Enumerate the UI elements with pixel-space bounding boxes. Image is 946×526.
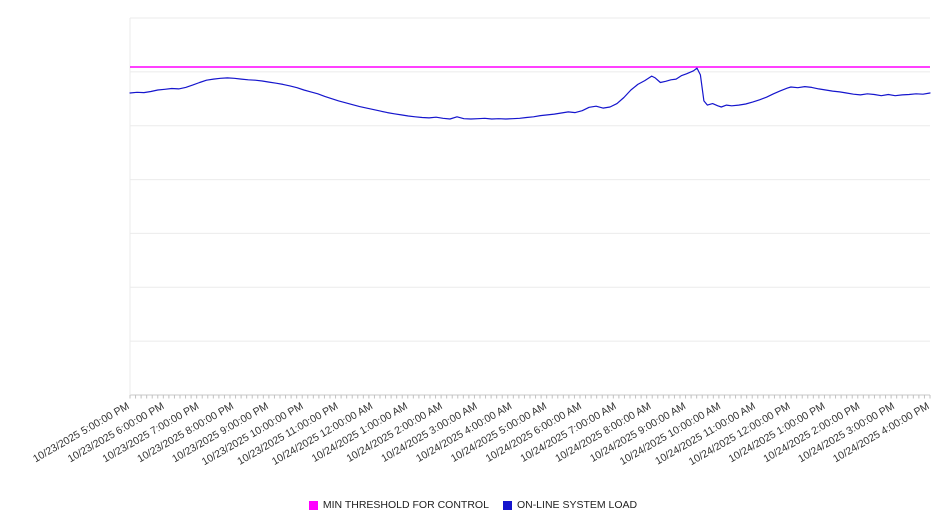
load-series-line: [129, 67, 931, 120]
legend-label-load: ON-LINE SYSTEM LOAD: [516, 499, 638, 511]
legend-item-threshold: MIN THRESHOLD FOR CONTROL: [308, 499, 489, 511]
legend-swatch-load-icon: [502, 500, 512, 510]
legend-swatch-threshold-icon: [308, 500, 318, 510]
chart-legend: MIN THRESHOLD FOR CONTROL ON-LINE SYSTEM…: [0, 497, 946, 513]
legend-item-load: ON-LINE SYSTEM LOAD: [502, 499, 638, 511]
legend-label-threshold: MIN THRESHOLD FOR CONTROL: [322, 499, 489, 511]
